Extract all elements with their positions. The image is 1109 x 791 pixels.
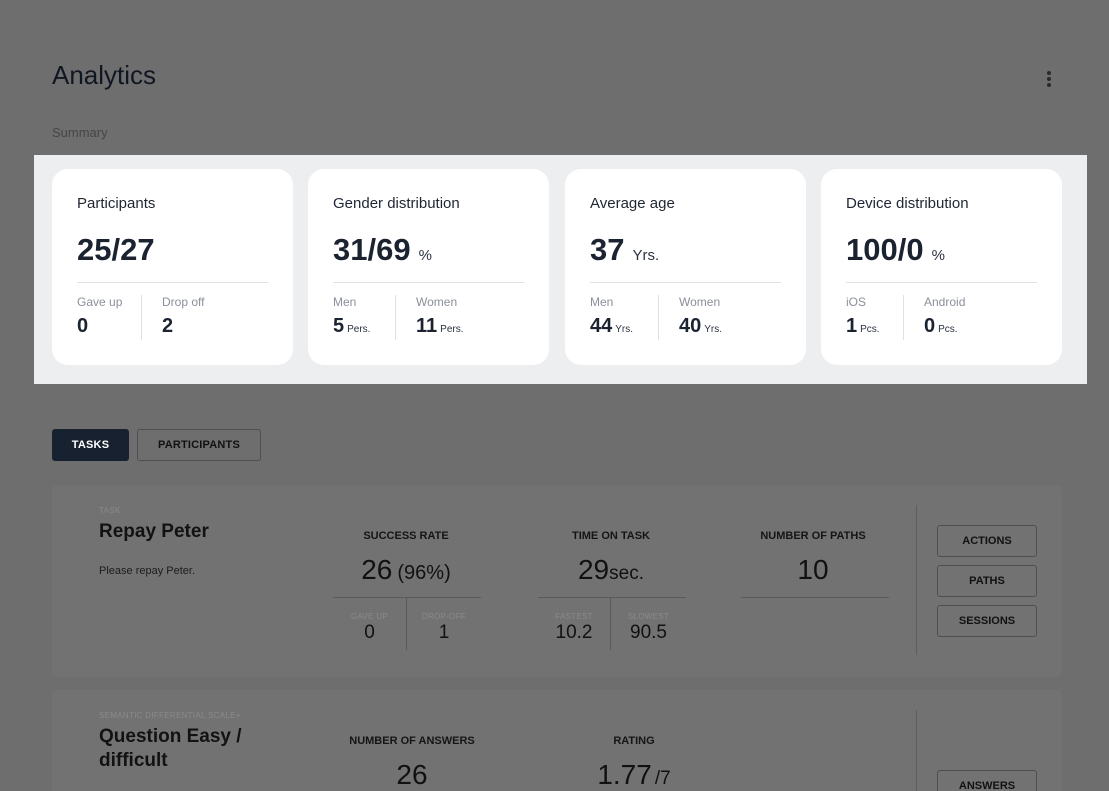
time-slowest: SLOWEST 90.5 xyxy=(610,598,686,650)
actions-button[interactable]: ACTIONS xyxy=(937,525,1037,557)
summary-panel: Participants 25/27 Gave up 0 Drop off 2 … xyxy=(34,155,1087,384)
card-title: Device distribution xyxy=(846,195,969,212)
task-description: Please repay Peter. xyxy=(99,565,196,577)
card-divider xyxy=(590,282,781,283)
paths-button[interactable]: PATHS xyxy=(937,565,1037,597)
number-of-answers-value: 26 xyxy=(396,759,428,790)
section-label-summary: Summary xyxy=(52,125,108,140)
page-title: Analytics xyxy=(52,60,157,90)
number-of-paths-value: 10 xyxy=(797,554,829,585)
success-rate-value: 26 (96%) xyxy=(361,554,451,585)
actions-divider xyxy=(916,710,917,791)
answers-button[interactable]: ANSWERS xyxy=(937,770,1037,791)
breakdown-women: Women 11 Pers. xyxy=(395,295,464,340)
breakdown-men: Men 5 Pers. xyxy=(333,295,371,337)
card-divider xyxy=(77,282,268,283)
breakdown-ios: iOS 1 Pcs. xyxy=(846,295,880,337)
card-title: Participants xyxy=(77,195,156,212)
card-title: Gender distribution xyxy=(333,195,460,212)
task-name-line-1: Question Easy / xyxy=(99,726,242,747)
metric-divider xyxy=(741,597,889,598)
success-rate-label: SUCCESS RATE xyxy=(363,530,449,542)
card-gender-distribution: Gender distribution 31/69% Men 5 Pers. Wo… xyxy=(308,169,549,365)
task-type-tag: TASK xyxy=(99,506,121,515)
breakdown-android: Android 0 Pcs. xyxy=(903,295,965,340)
number-of-paths-label: NUMBER OF PATHS xyxy=(760,530,866,542)
card-divider xyxy=(333,282,524,283)
card-breakdown: Men 44 Yrs. Women 40 Yrs. xyxy=(590,295,781,340)
sessions-button[interactable]: SESSIONS xyxy=(937,605,1037,637)
card-participants: Participants 25/27 Gave up 0 Drop off 2 xyxy=(52,169,293,365)
card-breakdown: iOS 1 Pcs. Android 0 Pcs. xyxy=(846,295,1037,340)
metric-divider xyxy=(538,597,686,598)
card-device-distribution: Device distribution 100/0% iOS 1 Pcs. And… xyxy=(821,169,1062,365)
success-gave-up: GAVE UP 0 xyxy=(350,612,389,643)
breakdown-drop-off: Drop off 2 xyxy=(141,295,204,340)
task-name-line-2: difficult xyxy=(99,750,168,771)
card-divider xyxy=(846,282,1037,283)
actions-divider xyxy=(916,505,917,655)
time-fastest: FASTEST 10.2 xyxy=(555,612,593,643)
task-type-tag: SEMANTIC DIFFERENTIAL SCALE+ xyxy=(99,711,241,720)
card-breakdown: Men 5 Pers. Women 11 Pers. xyxy=(333,295,524,340)
card-value: 31/69% xyxy=(333,232,432,267)
time-on-task-label: TIME ON TASK xyxy=(571,530,650,542)
more-vertical-icon[interactable] xyxy=(1039,68,1059,90)
task-card-repay-peter: TASK Repay Peter Please repay Peter. SUC… xyxy=(52,485,1062,677)
tab-tasks[interactable]: TASKS xyxy=(52,429,129,461)
card-breakdown: Gave up 0 Drop off 2 xyxy=(77,295,268,340)
card-title: Average age xyxy=(590,195,675,212)
card-value: 100/0% xyxy=(846,232,945,267)
time-on-task-value: 29 sec. xyxy=(577,554,644,585)
task-card-question-easy-difficult: SEMANTIC DIFFERENTIAL SCALE+ Question Ea… xyxy=(52,690,1062,791)
task-name: Repay Peter xyxy=(99,521,209,542)
metric-divider xyxy=(333,597,481,598)
success-drop-off: DROP-OFF 1 xyxy=(406,598,481,650)
rating-label: RATING xyxy=(613,735,655,747)
tab-participants[interactable]: PARTICIPANTS xyxy=(137,429,261,461)
number-of-answers-label: NUMBER OF ANSWERS xyxy=(349,735,475,747)
rating-value: 1.77/7 xyxy=(597,759,671,790)
card-average-age: Average age 37 Yrs. Men 44 Yrs. Women 40 Yr… xyxy=(565,169,806,365)
breakdown-gave-up: Gave up 0 xyxy=(77,295,123,337)
breakdown-women: Women 40 Yrs. xyxy=(658,295,722,340)
card-value: 37 Yrs. xyxy=(590,232,660,267)
breakdown-men: Men 44 Yrs. xyxy=(590,295,634,337)
card-value: 25/27 xyxy=(77,232,155,267)
